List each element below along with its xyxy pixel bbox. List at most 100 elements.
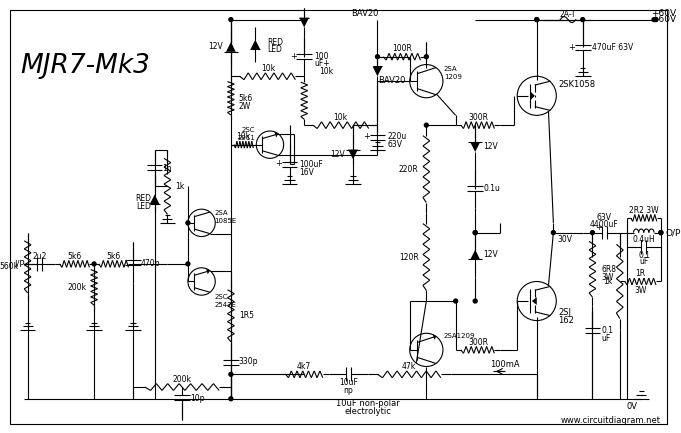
Circle shape (473, 231, 477, 235)
Text: 1R: 1R (635, 269, 646, 278)
Circle shape (424, 123, 428, 127)
Polygon shape (531, 92, 535, 100)
Polygon shape (197, 227, 199, 233)
Text: 47k: 47k (402, 362, 416, 371)
Text: 330p: 330p (239, 357, 258, 366)
Text: 220u: 220u (387, 132, 407, 141)
Text: 5k6: 5k6 (106, 252, 121, 261)
Text: 4k7: 4k7 (297, 362, 311, 371)
Polygon shape (532, 297, 537, 305)
Text: 63V: 63V (387, 140, 402, 149)
Circle shape (375, 55, 379, 59)
Polygon shape (226, 42, 236, 52)
Text: 10k: 10k (319, 67, 333, 76)
Polygon shape (274, 132, 278, 138)
Text: I/P: I/P (14, 259, 25, 268)
Text: 200k: 200k (67, 283, 86, 292)
Circle shape (229, 397, 233, 401)
Circle shape (654, 18, 658, 22)
Circle shape (590, 231, 595, 235)
Polygon shape (471, 142, 480, 152)
Polygon shape (373, 67, 382, 76)
Text: 10p: 10p (190, 394, 204, 403)
Text: 2W: 2W (239, 102, 251, 111)
Text: 10uF: 10uF (338, 378, 358, 387)
Text: +60V: +60V (651, 15, 676, 24)
Text: 10k: 10k (333, 113, 347, 122)
Text: +60V: +60V (651, 9, 676, 18)
Text: 1k: 1k (603, 277, 612, 286)
Text: BAV20: BAV20 (379, 76, 406, 85)
Text: 1R5: 1R5 (239, 311, 254, 320)
Polygon shape (471, 250, 480, 259)
Text: 300R: 300R (468, 338, 488, 346)
Text: 10k: 10k (236, 132, 251, 141)
Text: 0.4uH: 0.4uH (633, 235, 656, 244)
Circle shape (652, 18, 656, 22)
Text: 2547E: 2547E (215, 302, 236, 308)
Text: 5k6: 5k6 (67, 252, 82, 261)
Circle shape (581, 18, 585, 22)
Text: 16V: 16V (299, 168, 314, 177)
Polygon shape (432, 334, 437, 340)
Text: MJR7-Mk3: MJR7-Mk3 (21, 54, 151, 80)
Text: 2SA: 2SA (215, 210, 228, 216)
Text: 10k: 10k (261, 64, 275, 73)
Text: 470uF 63V: 470uF 63V (592, 43, 634, 52)
Polygon shape (251, 40, 260, 49)
Text: 120R: 120R (399, 252, 419, 262)
Text: 30V: 30V (558, 235, 573, 244)
Text: 3W: 3W (634, 286, 646, 295)
Text: 220R: 220R (399, 165, 419, 174)
Circle shape (454, 299, 458, 303)
Text: 100R: 100R (392, 45, 412, 53)
Polygon shape (150, 194, 159, 204)
Text: +: + (595, 223, 602, 232)
Text: 2R2 3W: 2R2 3W (629, 206, 659, 215)
Text: 0V: 0V (626, 402, 637, 411)
Circle shape (535, 18, 539, 22)
Text: 2SK1058: 2SK1058 (558, 80, 595, 89)
Text: 560k: 560k (0, 262, 19, 271)
Text: 100: 100 (314, 52, 328, 61)
Text: www.circuitdiagram.net: www.circuitdiagram.net (561, 416, 661, 425)
Text: 63V: 63V (597, 213, 612, 223)
Text: 470p: 470p (141, 259, 161, 268)
Text: 2SC: 2SC (215, 294, 227, 300)
Text: 0.1: 0.1 (601, 326, 614, 335)
Circle shape (473, 299, 477, 303)
Polygon shape (420, 87, 422, 93)
Circle shape (659, 231, 663, 235)
Circle shape (659, 231, 663, 235)
Text: 300R: 300R (468, 113, 488, 122)
Text: LED: LED (136, 202, 151, 211)
Text: 2SC: 2SC (242, 127, 255, 133)
Text: 2911: 2911 (238, 135, 255, 141)
Text: 200k: 200k (172, 375, 191, 384)
Text: RED: RED (267, 38, 283, 47)
Text: uF+: uF+ (314, 59, 330, 68)
Circle shape (92, 262, 96, 266)
Text: +: + (569, 43, 575, 52)
Text: 2SA1209: 2SA1209 (444, 333, 475, 339)
Text: 2SA: 2SA (444, 66, 458, 72)
Text: uF: uF (601, 334, 610, 343)
Text: electrolytic: electrolytic (345, 407, 391, 416)
Text: 3W: 3W (601, 273, 614, 282)
Text: 1209: 1209 (444, 74, 462, 80)
Text: 10uF non-polar: 10uF non-polar (336, 399, 400, 408)
Text: 12V: 12V (483, 249, 498, 259)
Text: O/P: O/P (666, 228, 681, 237)
Text: 2SJ: 2SJ (558, 308, 571, 317)
Text: 1085E: 1085E (215, 218, 236, 224)
Text: 1k: 1k (175, 182, 185, 191)
Text: 100mA: 100mA (490, 360, 520, 369)
Text: 6R8: 6R8 (601, 265, 616, 274)
Polygon shape (206, 269, 210, 275)
Text: +: + (275, 159, 282, 168)
Circle shape (473, 231, 477, 235)
Text: 5k6: 5k6 (239, 94, 253, 103)
Polygon shape (299, 18, 309, 27)
Text: 4400uF: 4400uF (590, 220, 618, 229)
Text: 12V: 12V (483, 142, 498, 151)
